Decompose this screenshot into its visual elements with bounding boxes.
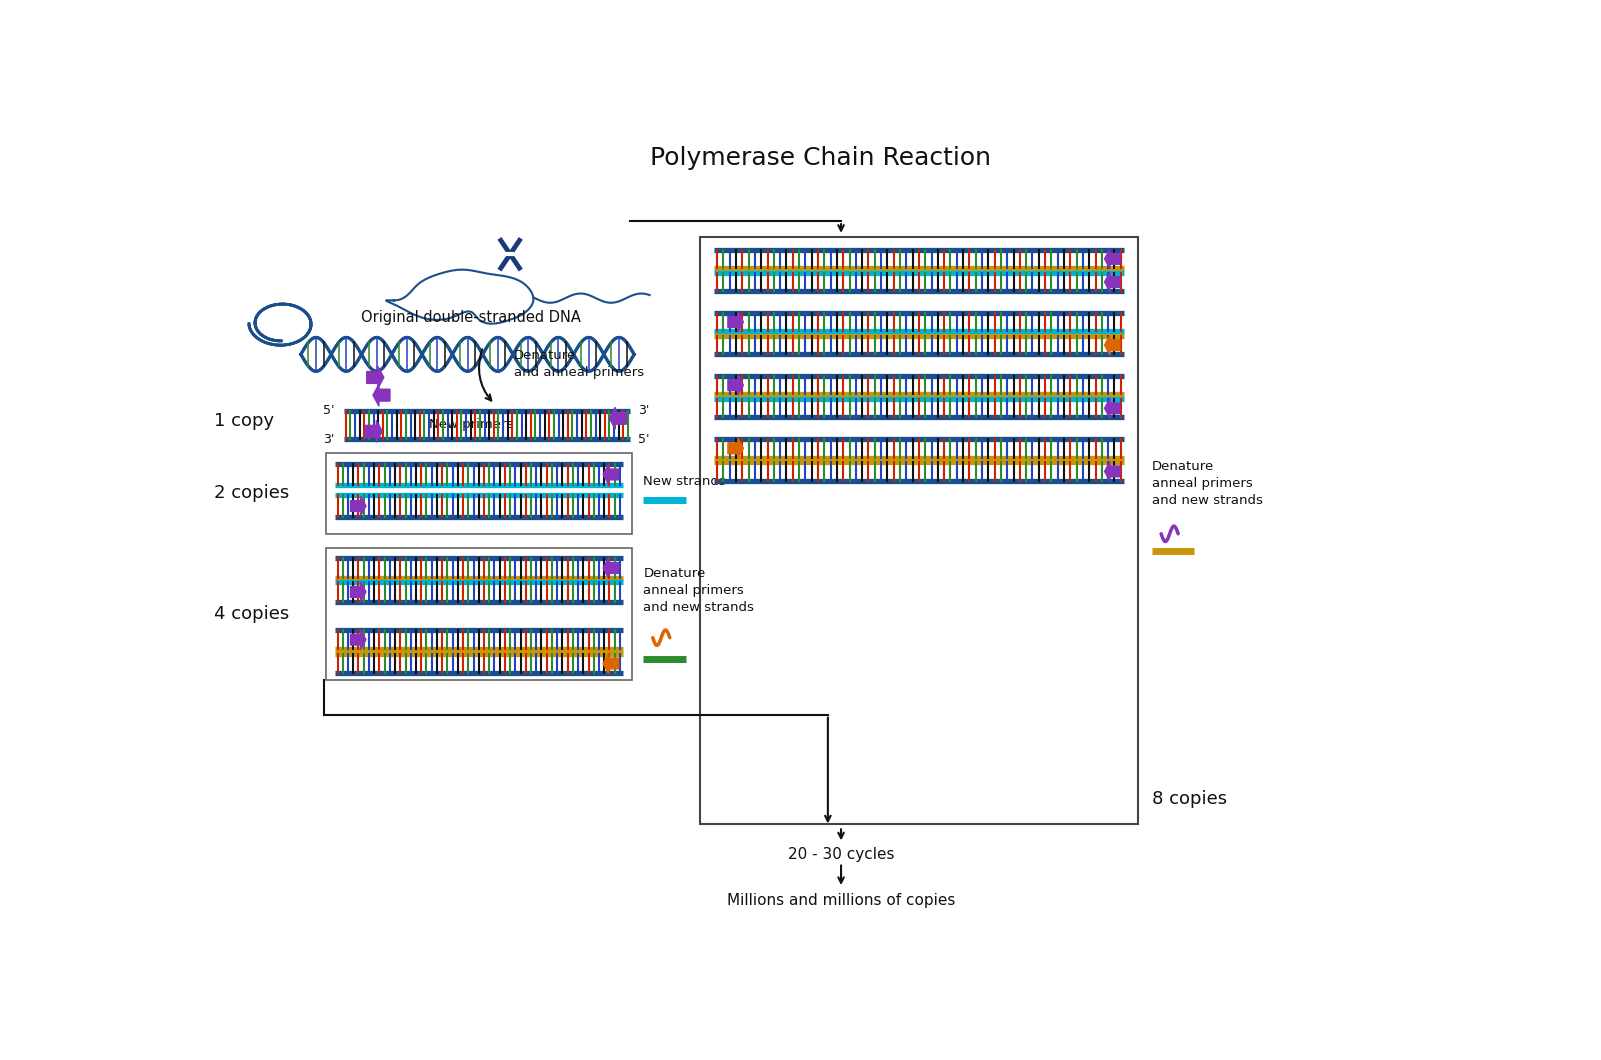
Polygon shape (610, 407, 626, 429)
Polygon shape (351, 582, 367, 602)
Polygon shape (728, 312, 743, 332)
Polygon shape (728, 438, 743, 458)
Text: 4 copies: 4 copies (215, 605, 290, 623)
Text: 3': 3' (639, 404, 650, 417)
Polygon shape (604, 654, 618, 673)
Text: Original double-stranded DNA: Original double-stranded DNA (362, 311, 581, 325)
Text: Polymerase Chain Reaction: Polymerase Chain Reaction (650, 146, 991, 171)
Polygon shape (1105, 461, 1121, 481)
Text: Denature
and anneal primers: Denature and anneal primers (514, 350, 644, 379)
Bar (325, 453, 632, 534)
Polygon shape (1105, 272, 1121, 292)
Text: New strands: New strands (644, 475, 727, 488)
Polygon shape (1105, 399, 1121, 419)
Polygon shape (351, 496, 367, 516)
Text: 2 copies: 2 copies (215, 484, 290, 502)
Polygon shape (367, 367, 384, 388)
Text: 3': 3' (323, 432, 335, 445)
Polygon shape (351, 630, 367, 650)
Text: Millions and millions of copies: Millions and millions of copies (727, 893, 956, 907)
Text: Denature
anneal primers
and new strands: Denature anneal primers and new strands (644, 566, 754, 614)
Polygon shape (604, 464, 618, 484)
Text: 5': 5' (639, 432, 650, 445)
Polygon shape (728, 375, 743, 395)
Text: Denature
anneal primers
and new strands: Denature anneal primers and new strands (1151, 460, 1263, 508)
Polygon shape (1105, 249, 1121, 269)
Bar (325, 548, 632, 681)
Text: 1 copy: 1 copy (215, 412, 274, 430)
Text: New primers: New primers (429, 419, 514, 431)
Text: 20 - 30 cycles: 20 - 30 cycles (788, 847, 895, 862)
Text: 5': 5' (323, 404, 335, 417)
Polygon shape (1105, 335, 1121, 355)
Polygon shape (604, 558, 618, 578)
Text: 8 copies: 8 copies (1151, 791, 1226, 809)
Bar (700, 237, 1138, 824)
Polygon shape (373, 384, 391, 406)
Polygon shape (365, 421, 383, 442)
